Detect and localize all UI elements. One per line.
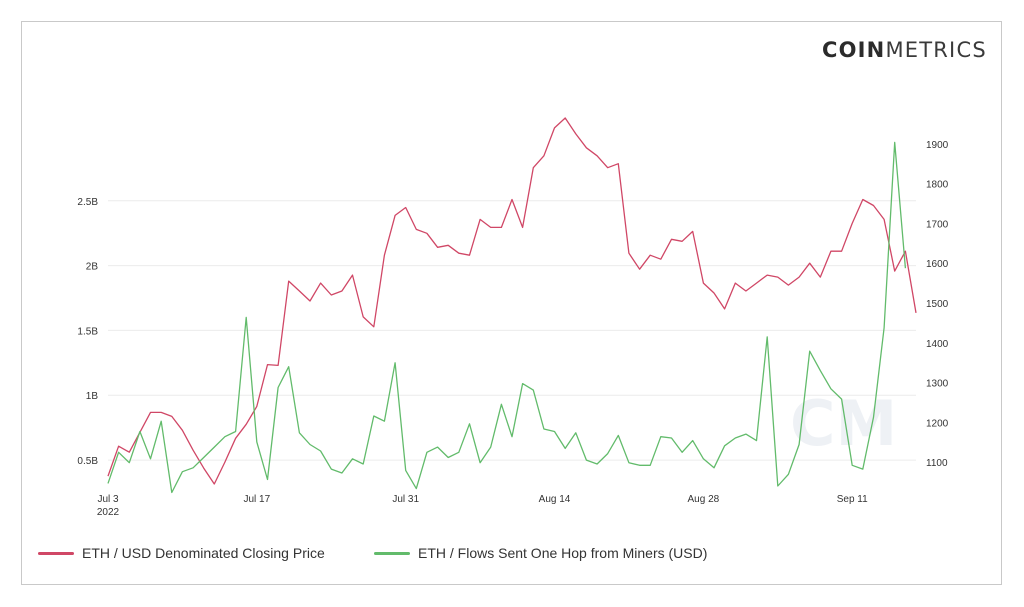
right-axis-tick-label: 1100 [926, 458, 948, 469]
right-axis-tick-label: 1300 [926, 379, 949, 390]
x-axis-tick-label: Jul 31 [392, 494, 419, 505]
right-axis-tick-label: 1800 [926, 180, 949, 191]
right-axis-tick-label: 1500 [926, 299, 949, 310]
series-line-flows [107, 141, 907, 494]
chart-frame [21, 21, 1002, 585]
x-axis-tick-label: Aug 28 [688, 494, 720, 505]
legend-swatch-price [38, 551, 74, 555]
series-line-price [107, 117, 917, 485]
right-axis-tick-label: 1900 [926, 140, 949, 151]
right-axis-tick-label: 1700 [926, 219, 949, 230]
left-axis-tick-label: 0.5B [77, 456, 98, 467]
x-axis-tick-label: Jul 17 [243, 494, 270, 505]
x-axis-tick-label: Jul 3 [97, 494, 119, 505]
legend-item-flows[interactable]: ETH / Flows Sent One Hop from Miners (US… [374, 545, 707, 561]
right-axis-tick-label: 1200 [926, 418, 949, 429]
x-axis-tick-label: Sep 11 [837, 494, 868, 505]
x-axis-tick-label: Aug 14 [539, 494, 571, 505]
legend-item-price[interactable]: ETH / USD Denominated Closing Price [38, 545, 325, 561]
legend-swatch-flows [374, 551, 410, 555]
left-axis-tick-label: 1.5B [77, 326, 98, 337]
legend-label-price: ETH / USD Denominated Closing Price [82, 545, 325, 561]
logo-light-text: METRICS [885, 38, 987, 62]
watermark-logo: CM [790, 387, 897, 460]
left-axis-tick-label: 1B [86, 391, 99, 402]
legend-label-flows: ETH / Flows Sent One Hop from Miners (US… [418, 545, 708, 561]
left-axis-tick-label: 2.5B [77, 197, 98, 208]
x-axis-tick-label: 2022 [97, 507, 120, 518]
right-axis-tick-label: 1600 [926, 259, 949, 270]
logo-bold-text: COIN [822, 38, 886, 62]
left-axis-tick-label: 2B [86, 262, 99, 273]
coinmetrics-logo: COINMETRICS [822, 38, 987, 62]
right-axis-tick-label: 1400 [926, 339, 949, 350]
